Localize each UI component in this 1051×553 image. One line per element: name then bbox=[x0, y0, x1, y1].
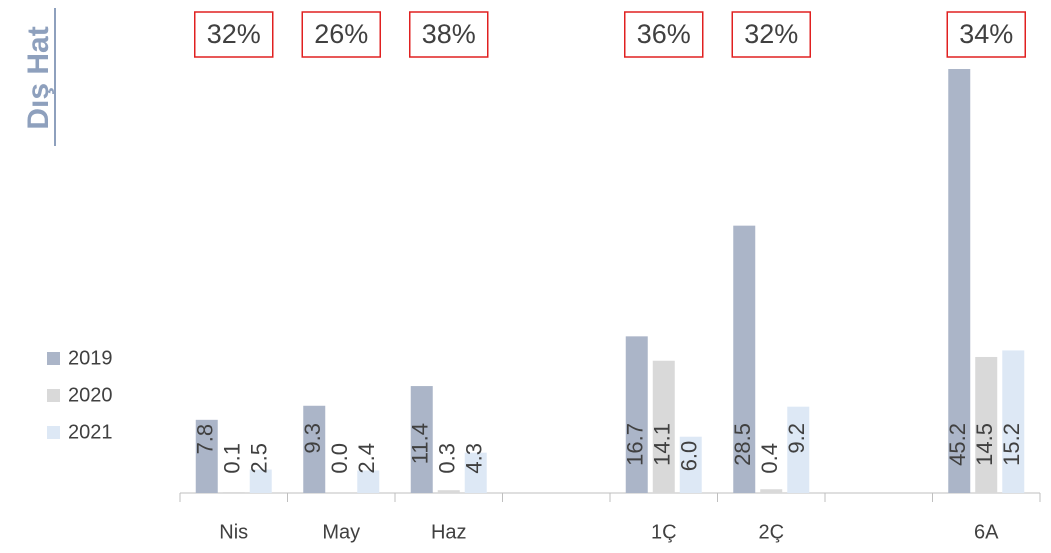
data-label: 2.5 bbox=[247, 443, 272, 474]
data-label: 9.3 bbox=[300, 423, 325, 454]
bar bbox=[195, 419, 218, 493]
bar bbox=[222, 492, 245, 493]
data-label: 0.3 bbox=[435, 443, 460, 474]
annotation: 26% bbox=[314, 19, 368, 49]
data-label: 0.1 bbox=[220, 443, 245, 474]
bar bbox=[303, 405, 326, 493]
data-label: 4.3 bbox=[462, 443, 487, 474]
bar bbox=[464, 452, 487, 493]
bar bbox=[975, 356, 998, 493]
annotation: 32% bbox=[207, 19, 261, 49]
data-label: 45.2 bbox=[945, 423, 970, 466]
annotation-box bbox=[946, 11, 1026, 58]
bar bbox=[1002, 350, 1025, 493]
data-label: 15.2 bbox=[999, 423, 1024, 466]
x-tick-label: 1Ç bbox=[651, 521, 677, 543]
annotation: 34% bbox=[959, 19, 1013, 49]
x-tick-label: May bbox=[322, 521, 360, 543]
bar bbox=[249, 469, 272, 493]
bar bbox=[410, 386, 433, 493]
data-label: 6.0 bbox=[677, 441, 702, 472]
annotation: 32% bbox=[744, 19, 798, 49]
bar bbox=[625, 336, 648, 493]
legend-swatch bbox=[47, 352, 60, 365]
annotation-box bbox=[301, 11, 381, 58]
bar bbox=[357, 470, 380, 493]
x-tick-label: Nis bbox=[219, 521, 248, 543]
legend-label: 2019 bbox=[68, 347, 113, 369]
data-label: 2.4 bbox=[354, 443, 379, 474]
legend-label: 2021 bbox=[68, 421, 113, 443]
data-label: 0.4 bbox=[757, 443, 782, 474]
bar bbox=[652, 360, 675, 493]
annotation-box bbox=[194, 11, 274, 58]
annotation-box bbox=[731, 11, 811, 58]
data-label: 14.5 bbox=[972, 423, 997, 466]
annotation: 36% bbox=[637, 19, 691, 49]
legend-label: 2020 bbox=[68, 384, 113, 406]
x-tick-label: 2Ç bbox=[758, 521, 784, 543]
legend-swatch bbox=[47, 426, 60, 439]
data-label: 16.7 bbox=[623, 423, 648, 466]
data-label: 7.8 bbox=[193, 424, 218, 455]
data-label: 0.0 bbox=[327, 443, 352, 474]
data-label: 28.5 bbox=[730, 423, 755, 466]
bar bbox=[948, 69, 971, 493]
x-tick-label: 6A bbox=[974, 521, 999, 543]
legend-swatch bbox=[47, 389, 60, 402]
data-label: 9.2 bbox=[784, 423, 809, 454]
bar bbox=[760, 489, 783, 493]
x-tick-label: Haz bbox=[431, 521, 467, 543]
annotation-box bbox=[409, 11, 489, 58]
bar bbox=[733, 225, 756, 494]
annotation: 38% bbox=[422, 19, 476, 49]
data-label: 14.1 bbox=[650, 423, 675, 466]
chart-title: Dış Hat bbox=[22, 26, 55, 129]
bar bbox=[679, 436, 702, 493]
bar bbox=[437, 490, 460, 493]
annotation-box bbox=[624, 11, 704, 58]
bar bbox=[787, 406, 810, 493]
data-label: 11.4 bbox=[408, 423, 433, 464]
